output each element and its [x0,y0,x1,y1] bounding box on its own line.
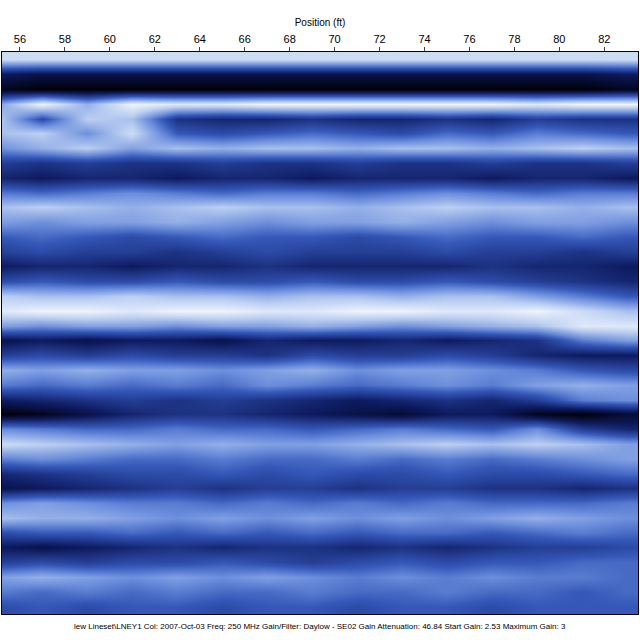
svg-text:76: 76 [463,33,475,45]
svg-text:60: 60 [104,33,116,45]
svg-text:56: 56 [14,33,26,45]
svg-text:64: 64 [194,33,206,45]
svg-text:74: 74 [418,33,430,45]
svg-text:Position (ft): Position (ft) [295,17,346,28]
svg-text:82: 82 [598,33,610,45]
svg-text:58: 58 [59,33,71,45]
svg-text:66: 66 [239,33,251,45]
svg-text:80: 80 [553,33,565,45]
svg-text:62: 62 [149,33,161,45]
svg-text:lew Lineset\LNEY1 Col: 2007-Oc: lew Lineset\LNEY1 Col: 2007-Oct-03 Freq:… [74,622,566,631]
svg-text:68: 68 [284,33,296,45]
svg-text:78: 78 [508,33,520,45]
svg-text:72: 72 [373,33,385,45]
svg-text:70: 70 [328,33,340,45]
